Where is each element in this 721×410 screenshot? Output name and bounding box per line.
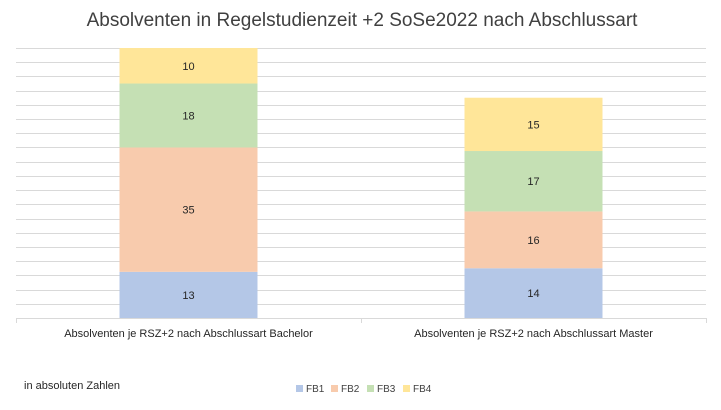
data-label: 13: [182, 290, 194, 302]
bar-segment-fb4: [119, 48, 258, 84]
bar-segment-fb2: [119, 147, 258, 272]
data-labels: 13 35 18 10 14 16 17 15: [182, 61, 539, 302]
legend-swatch: [296, 385, 303, 392]
legend-label: FB2: [341, 384, 360, 395]
data-label: 18: [182, 111, 194, 123]
legend-swatch: [367, 385, 374, 392]
legend-label: FB3: [377, 384, 396, 395]
legend-item-fb3: FB3: [367, 384, 396, 395]
legend-label: FB4: [413, 384, 432, 395]
bar-segment-fb3: [119, 83, 258, 148]
bar-segment-fb3: [464, 151, 603, 212]
bar-segment-fb1: [119, 271, 258, 318]
legend-item-fb4: FB4: [403, 384, 432, 395]
legend-label: FB1: [306, 384, 325, 395]
data-label: 17: [527, 176, 539, 188]
x-axis: Absolventen je RSZ+2 nach Abschlussart B…: [16, 318, 707, 340]
chart-note: in absoluten Zahlen: [24, 380, 120, 392]
legend-swatch: [331, 385, 338, 392]
legend-item-fb1: FB1: [296, 384, 325, 395]
x-tick-label: Absolventen je RSZ+2 nach Abschlussart B…: [64, 328, 313, 340]
data-label: 35: [182, 205, 194, 217]
bar-segment-fb4: [464, 97, 603, 152]
bar-segment-fb1: [464, 268, 603, 318]
data-label: 14: [527, 288, 539, 300]
bar-segment-fb2: [464, 211, 603, 269]
legend: FB1 FB2 FB3 FB4: [296, 384, 432, 395]
x-tick-label: Absolventen je RSZ+2 nach Abschlussart M…: [414, 328, 653, 340]
data-label: 15: [527, 119, 539, 131]
bars: [119, 48, 603, 318]
chart-title: Absolventen in Regelstudienzeit +2 SoSe2…: [87, 10, 639, 31]
data-label: 16: [527, 235, 539, 247]
legend-swatch: [403, 385, 410, 392]
legend-item-fb2: FB2: [331, 384, 360, 395]
data-label: 10: [182, 61, 194, 73]
